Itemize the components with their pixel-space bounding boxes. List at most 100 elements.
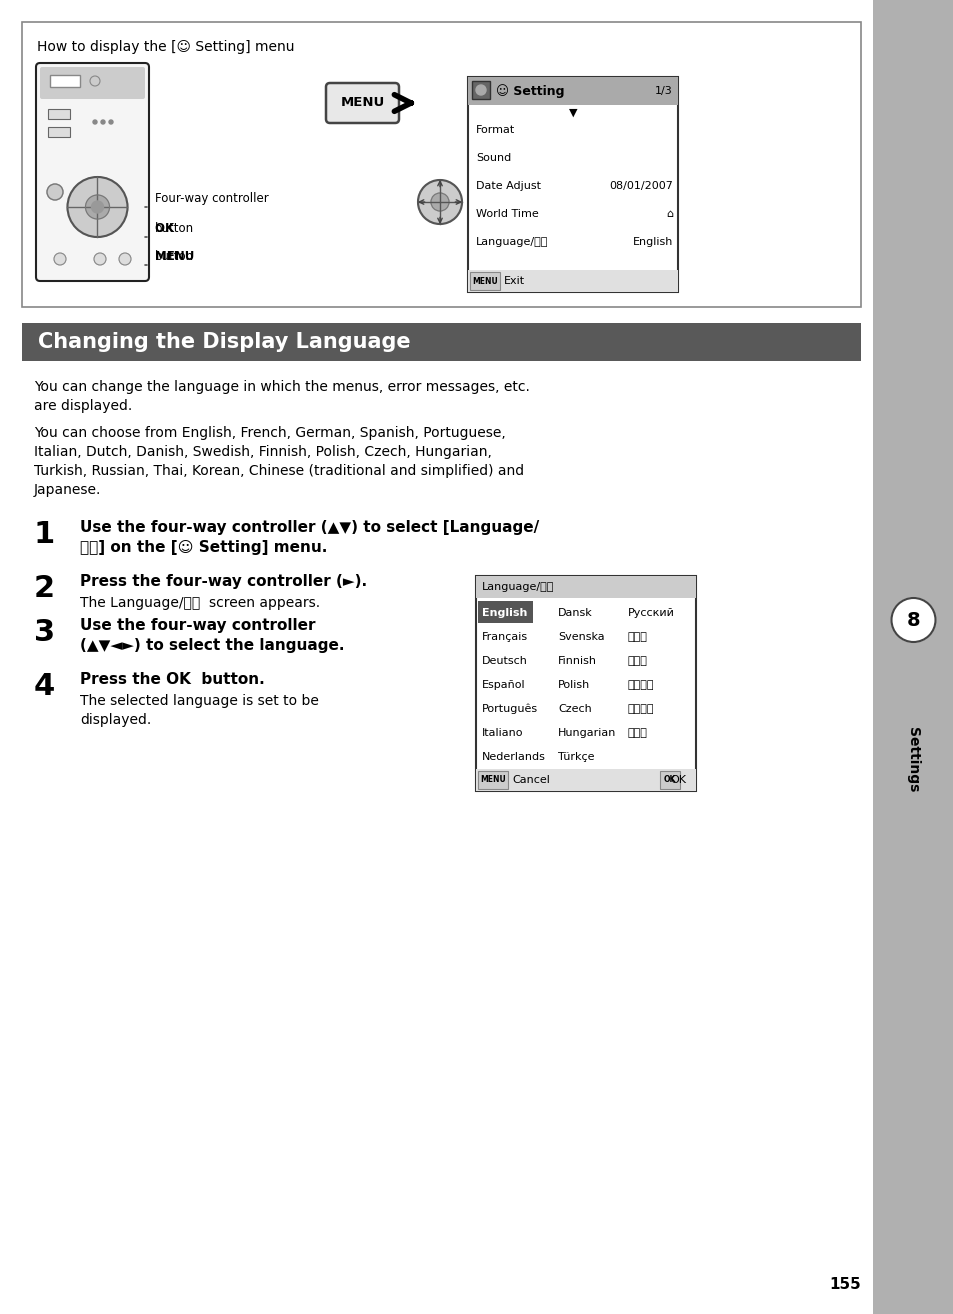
Text: Svenska: Svenska <box>558 632 604 643</box>
Text: The Language/言語  screen appears.: The Language/言語 screen appears. <box>80 597 320 610</box>
Text: Русский: Русский <box>627 608 674 618</box>
Text: Português: Português <box>481 704 537 715</box>
Text: Italiano: Italiano <box>481 728 523 738</box>
Text: 155: 155 <box>828 1277 861 1292</box>
Text: 1/3: 1/3 <box>655 85 672 96</box>
Text: are displayed.: are displayed. <box>34 399 132 413</box>
FancyBboxPatch shape <box>477 771 507 788</box>
Text: Italian, Dutch, Danish, Swedish, Finnish, Polish, Czech, Hungarian,: Italian, Dutch, Danish, Swedish, Finnish… <box>34 445 492 459</box>
Text: 日本語: 日本語 <box>627 728 647 738</box>
Bar <box>476 576 696 598</box>
Circle shape <box>92 120 97 124</box>
Text: Turkish, Russian, Thai, Korean, Chinese (traditional and simplified) and: Turkish, Russian, Thai, Korean, Chinese … <box>34 464 523 478</box>
Text: The selected language is set to be: The selected language is set to be <box>80 694 318 708</box>
FancyBboxPatch shape <box>326 83 398 124</box>
Bar <box>468 269 678 292</box>
Text: World Time: World Time <box>476 209 538 219</box>
Circle shape <box>101 120 105 124</box>
Text: Use the four-way controller: Use the four-way controller <box>80 618 315 633</box>
Text: ▼: ▼ <box>568 108 577 118</box>
Text: MENU: MENU <box>479 775 505 784</box>
Text: You can choose from English, French, German, Spanish, Portuguese,: You can choose from English, French, Ger… <box>34 426 505 440</box>
Circle shape <box>47 184 63 200</box>
Text: Japanese.: Japanese. <box>34 484 101 497</box>
Text: Türkçe: Türkçe <box>558 752 594 762</box>
Circle shape <box>94 254 106 265</box>
Text: Language/言語: Language/言語 <box>481 582 554 593</box>
Bar <box>468 78 678 105</box>
Text: Press the OK  button.: Press the OK button. <box>80 671 265 687</box>
Text: Hungarian: Hungarian <box>558 728 616 738</box>
Text: OK: OK <box>669 775 685 784</box>
FancyBboxPatch shape <box>36 63 149 281</box>
Bar <box>468 78 678 292</box>
Text: Changing the Display Language: Changing the Display Language <box>38 332 410 352</box>
Text: Dansk: Dansk <box>558 608 592 618</box>
Text: 8: 8 <box>905 611 920 629</box>
Bar <box>477 600 533 623</box>
Text: ⌂: ⌂ <box>665 209 672 219</box>
Text: MENU: MENU <box>154 250 202 263</box>
Text: 4: 4 <box>34 671 55 700</box>
Text: Language/言語: Language/言語 <box>476 237 548 247</box>
Text: (▲▼◄►) to select the language.: (▲▼◄►) to select the language. <box>80 639 344 653</box>
Text: Exit: Exit <box>503 276 524 286</box>
Bar <box>48 109 70 120</box>
Text: 中文繁體: 中文繁體 <box>627 681 654 690</box>
FancyBboxPatch shape <box>40 67 145 99</box>
Text: displayed.: displayed. <box>80 714 152 727</box>
Text: 中文简体: 中文简体 <box>627 704 654 714</box>
Text: Settings: Settings <box>905 728 920 792</box>
Text: English: English <box>632 237 672 247</box>
Bar <box>22 22 861 307</box>
Bar <box>872 0 953 1314</box>
Text: button: button <box>154 222 193 235</box>
Circle shape <box>476 85 485 95</box>
Text: English: English <box>481 608 527 618</box>
Text: 08/01/2007: 08/01/2007 <box>608 181 672 191</box>
Text: Date Adjust: Date Adjust <box>476 181 540 191</box>
Circle shape <box>119 254 131 265</box>
Text: Sound: Sound <box>476 152 511 163</box>
Text: ☺ Setting: ☺ Setting <box>496 84 564 99</box>
Text: OK: OK <box>154 222 182 235</box>
Text: OK: OK <box>663 775 676 784</box>
Text: Français: Français <box>481 632 528 643</box>
Bar <box>48 127 70 137</box>
Bar <box>476 576 696 791</box>
Circle shape <box>109 120 112 124</box>
Text: 1: 1 <box>34 520 55 549</box>
FancyBboxPatch shape <box>470 272 499 290</box>
Circle shape <box>431 193 449 212</box>
FancyBboxPatch shape <box>659 771 679 788</box>
Text: Nederlands: Nederlands <box>481 752 545 762</box>
Text: Finnish: Finnish <box>558 656 597 666</box>
Text: ไทย: ไทย <box>627 632 647 643</box>
Text: MENU: MENU <box>340 96 384 109</box>
Circle shape <box>54 254 66 265</box>
Circle shape <box>90 76 100 85</box>
Text: You can change the language in which the menus, error messages, etc.: You can change the language in which the… <box>34 380 529 394</box>
Circle shape <box>68 177 128 237</box>
Circle shape <box>86 194 110 219</box>
Text: 한국어: 한국어 <box>627 656 647 666</box>
Text: Four-way controller: Four-way controller <box>154 192 269 205</box>
Bar <box>50 75 80 87</box>
Text: 3: 3 <box>34 618 55 646</box>
Text: Czech: Czech <box>558 704 591 714</box>
Circle shape <box>417 180 461 223</box>
Text: How to display the [☺ Setting] menu: How to display the [☺ Setting] menu <box>37 39 294 54</box>
Bar <box>472 81 490 99</box>
Text: Cancel: Cancel <box>512 775 549 784</box>
Text: 言語] on the [☺ Setting] menu.: 言語] on the [☺ Setting] menu. <box>80 540 327 555</box>
Text: Español: Español <box>481 681 525 690</box>
Text: 2: 2 <box>34 574 55 603</box>
Text: button: button <box>154 250 193 263</box>
Circle shape <box>890 598 935 643</box>
Text: Use the four-way controller (▲▼) to select [Language/: Use the four-way controller (▲▼) to sele… <box>80 520 538 535</box>
Text: Deutsch: Deutsch <box>481 656 527 666</box>
Text: MENU: MENU <box>472 276 497 285</box>
Bar <box>476 769 696 791</box>
Text: Press the four-way controller (►).: Press the four-way controller (►). <box>80 574 367 589</box>
Text: Polish: Polish <box>558 681 590 690</box>
